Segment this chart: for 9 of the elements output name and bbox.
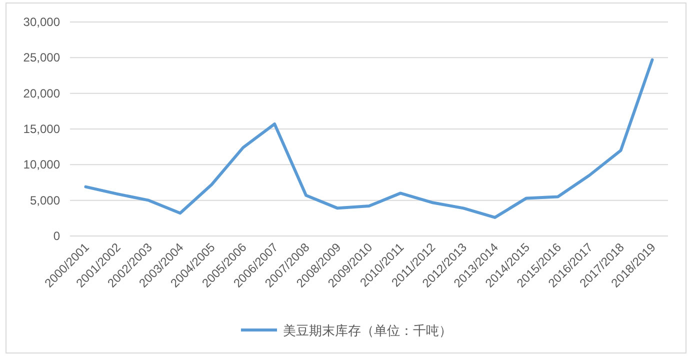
y-tick-label: 10,000 (23, 158, 60, 172)
y-tick-label: 20,000 (23, 86, 60, 100)
line-series (84, 58, 654, 219)
y-tick-label: 15,000 (23, 122, 60, 136)
y-tick-label: 30,000 (23, 15, 60, 29)
legend-label: 美豆期末库存（单位：千吨） (283, 323, 452, 338)
y-tick-label: 5,000 (30, 193, 60, 208)
y-tick-label: 25,000 (23, 50, 60, 65)
y-tick-label: 0 (53, 229, 60, 243)
